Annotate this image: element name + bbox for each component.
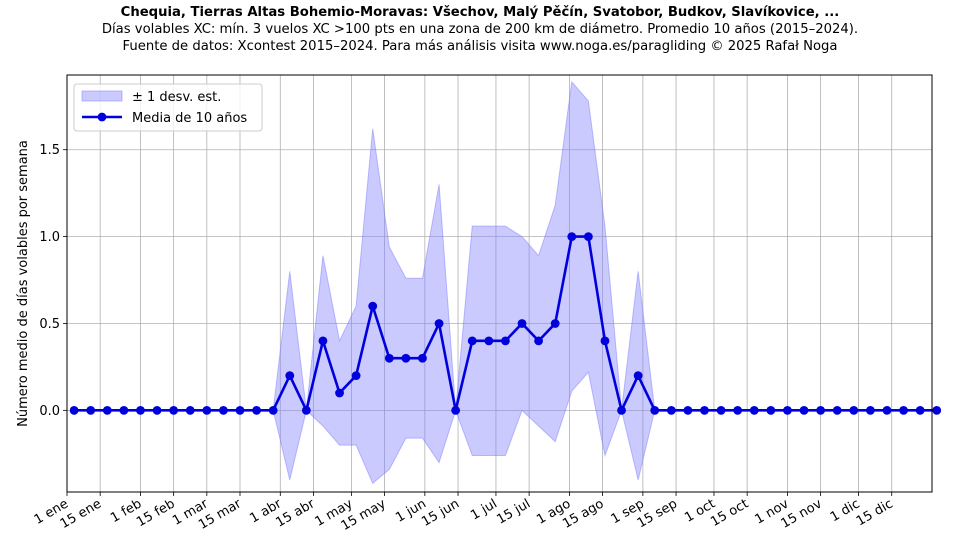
- plot-frame: [66, 74, 933, 493]
- mean-point: [617, 405, 626, 415]
- mean-point: [633, 371, 643, 380]
- mean-point: [816, 405, 826, 415]
- mean-point: [202, 405, 212, 415]
- mean-point: [384, 353, 394, 363]
- mean-point: [401, 353, 411, 363]
- mean-point: [799, 405, 809, 415]
- std-band-area: [74, 80, 937, 485]
- mean-point: [666, 405, 676, 415]
- legend: ± 1 desv. est. Media de 10 años: [73, 83, 263, 132]
- mean-point: [567, 232, 577, 241]
- mean-point: [418, 353, 427, 363]
- mean-point: [152, 405, 162, 415]
- mean-point: [600, 336, 610, 346]
- mean-point: [650, 405, 660, 415]
- y-tick-label: 1.5: [39, 143, 60, 158]
- mean-point: [136, 405, 145, 415]
- mean-point: [915, 405, 925, 415]
- mean-point: [882, 405, 892, 415]
- mean-point: [335, 388, 344, 398]
- mean-point: [368, 301, 378, 311]
- mean-point: [683, 405, 693, 415]
- mean-point: [766, 405, 776, 415]
- mean-point: [434, 319, 444, 328]
- mean-point: [102, 405, 112, 415]
- legend-mean-label: Media de 10 años: [132, 111, 247, 126]
- chart-title: Chequia, Tierras Altas Bohemio-Moravas: …: [120, 5, 840, 20]
- mean-point: [832, 405, 842, 415]
- mean-point: [301, 405, 311, 415]
- mean-point: [534, 336, 544, 346]
- chart-subtitle-line-1: Días volables XC: mín. 3 vuelos XC >100 …: [101, 22, 859, 37]
- mean-point: [467, 336, 477, 346]
- mean-point: [185, 405, 195, 415]
- mean-point: [865, 405, 875, 415]
- y-axis: 0.0 0.5 1.0 1.5: [39, 143, 67, 419]
- x-tick-label: 15 dic: [854, 496, 896, 529]
- mean-point: [119, 405, 129, 415]
- y-tick-label: 1.0: [39, 230, 60, 245]
- mean-point: [484, 336, 494, 346]
- legend-mean-marker: [97, 112, 107, 122]
- mean-point: [451, 405, 461, 415]
- mean-point: [252, 405, 261, 415]
- y-axis-label: Número medio de días volables por semana: [16, 140, 31, 427]
- x-tick-label: 15 jul: [494, 496, 533, 527]
- y-tick-label: 0.0: [39, 404, 60, 419]
- mean-point: [235, 405, 245, 415]
- mean-point: [501, 336, 510, 346]
- mean-point: [69, 405, 79, 415]
- x-tick-label: 1 jul: [468, 496, 500, 523]
- mean-point: [219, 405, 228, 415]
- mean-point: [899, 405, 908, 415]
- x-tick-label: 15 oct: [708, 496, 751, 529]
- chart-titles: Chequia, Tierras Altas Bohemio-Moravas: …: [0, 4, 960, 55]
- mean-point: [932, 405, 942, 415]
- legend-box: [73, 83, 263, 132]
- mean-point: [86, 405, 96, 415]
- mean-point: [351, 371, 361, 380]
- mean-point: [749, 405, 759, 415]
- legend-std-band-swatch: [81, 90, 123, 102]
- mean-point: [700, 405, 709, 415]
- x-tick-label: 15 abr: [273, 496, 318, 530]
- x-tick-label: 15 feb: [134, 496, 177, 530]
- mean-point: [169, 405, 179, 415]
- mean-point: [733, 405, 743, 415]
- mean-point: [550, 319, 560, 328]
- mean-point: [849, 405, 859, 415]
- mean-point: [285, 371, 295, 380]
- mean-point: [783, 405, 792, 415]
- mean-point: [318, 336, 328, 346]
- legend-std-band-label: ± 1 desv. est.: [132, 90, 221, 105]
- y-tick-label: 0.5: [39, 317, 60, 332]
- mean-point: [716, 405, 726, 415]
- mean-point: [268, 405, 278, 415]
- mean-point: [583, 232, 593, 241]
- std-band-layer: [74, 80, 937, 485]
- x-tick-label: 15 jun: [419, 496, 462, 529]
- mean-point: [517, 319, 527, 328]
- chart-subtitle-line-2: Fuente de datos: Xcontest 2015–2024. Par…: [122, 39, 838, 54]
- mean-points-layer: [69, 232, 942, 415]
